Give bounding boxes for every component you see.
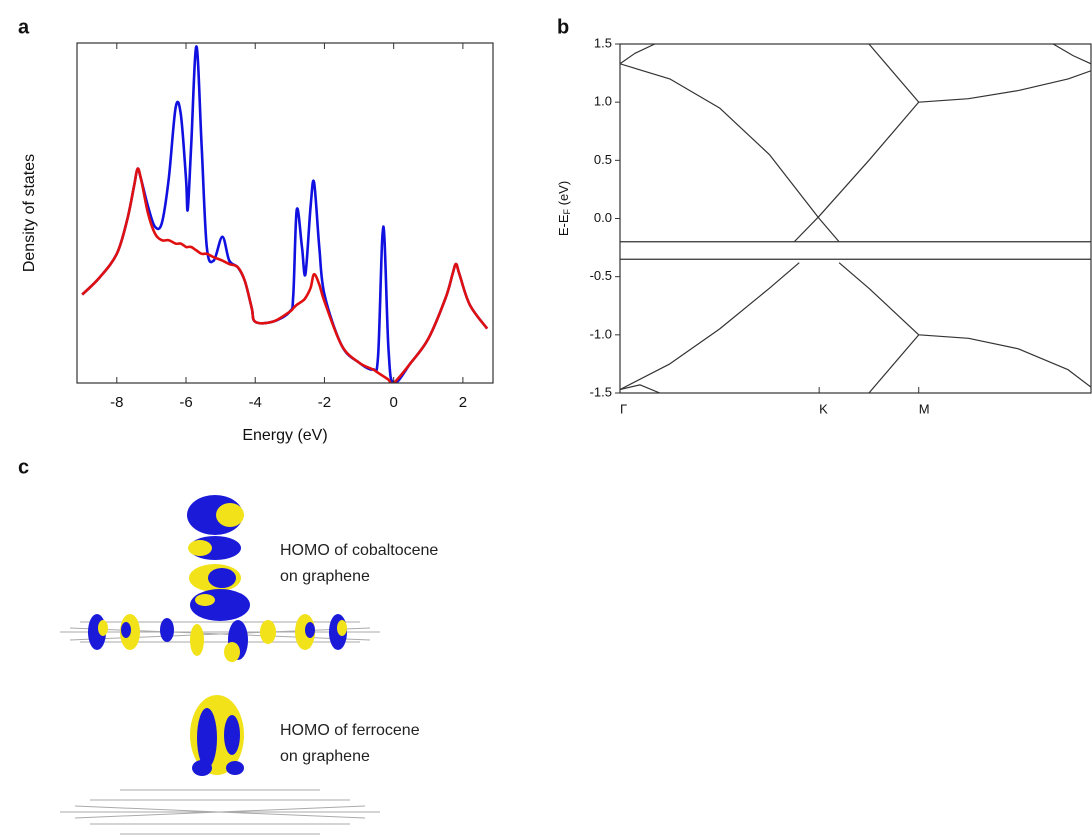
y-tick-label: -0.5 [590,268,612,283]
y-axis-label-part: F [562,209,572,215]
x-tick-label: M [919,401,930,416]
panel-label: b [557,16,569,38]
y-axis-label: E-EF (eV) [556,181,572,236]
x-axis-label: Energy (eV) [242,427,327,444]
y-axis-label: Density of states [21,154,38,272]
annotation: HOMO of ferrocene [280,722,420,739]
series-line [868,334,920,393]
plot [620,44,1091,393]
y-axis-label-part: E-E [556,214,571,236]
series-line [81,45,489,383]
series-line [620,44,656,65]
axes-frame [619,43,1092,394]
x-tick-label: -4 [249,394,262,411]
graphene-sheet [60,621,380,643]
x-tick-label: 2 [459,394,467,411]
y-tick-label: -1.0 [590,326,612,341]
y-tick-label: 1.5 [594,35,612,50]
series-line [1052,44,1091,65]
series-line [838,262,1091,388]
x-tick-label: -6 [179,394,192,411]
y-axis-label-part: (eV) [556,181,571,209]
y-tick-label: -1.5 [590,384,612,399]
series-line [868,44,920,103]
y-tick-label: 0.5 [594,152,612,167]
graphene-sheet [60,789,380,835]
x-tick-label: -2 [318,394,331,411]
axes-frame [76,42,494,384]
x-tick-label: K [819,401,828,416]
plot [81,45,489,383]
orbital-renderings [60,495,380,835]
x-tick-label: 0 [390,394,398,411]
series-line [620,262,800,391]
x-tick-label: -8 [110,394,123,411]
x-tick-label: Γ [620,401,627,416]
y-tick-label: 1.0 [594,94,612,109]
cobaltocene-orbital [88,495,347,662]
ferrocene-orbital [190,695,244,776]
series-line [620,63,840,243]
panel-label: c [18,456,29,478]
series-line [620,384,661,393]
annotation: HOMO of cobaltocene [280,542,438,559]
annotation: on graphene [280,748,370,765]
annotation: on graphene [280,568,370,585]
y-tick-label: 0.0 [594,210,612,225]
series-line [81,167,489,383]
panel-label: a [18,16,30,38]
series-line [793,70,1091,243]
